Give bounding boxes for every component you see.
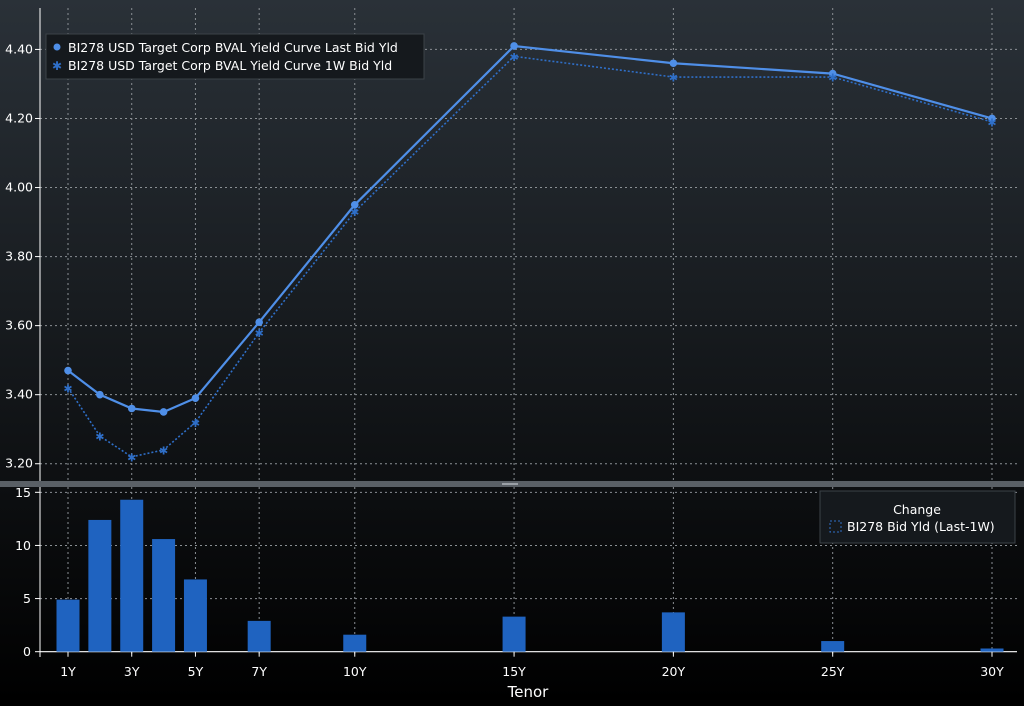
bottom-y-tick-label-0: 0 [23,644,31,659]
top-panel-y-axis: 3.20 3.40 3.60 3.80 4.00 4.20 4.40 [5,8,41,481]
point-last-bid-30Y [988,114,996,123]
bottom-y-tick-label-2: 10 [15,538,31,553]
x-tick-label-30Y: 30Y [980,664,1004,679]
yield-curve-lines: ✱ ✱ ✱ ✱ ✱ ✱ ✱ ✱ ✱ ✱ ✱ [63,42,997,464]
change-bars [56,499,1004,652]
bottom-y-tick-label-3: 15 [15,485,31,500]
point-last-bid-2Y [96,390,104,399]
bar-10Y [343,634,367,652]
bottom-legend: Change BI278 Bid Yld (Last-1W) [819,490,1016,544]
bottom-legend-title: Change [893,502,941,517]
x-tick-label-15Y: 15Y [502,664,526,679]
top-panel-grid [40,8,1017,481]
point-1w-bid-10Y: ✱ [350,206,359,219]
x-tick-label-10Y: 10Y [343,664,367,679]
legend-label-last-bid: BI278 USD Target Corp BVAL Yield Curve L… [68,40,398,55]
point-last-bid-10Y [350,200,359,209]
point-last-bid-5Y [191,394,200,402]
bar-1Y [56,599,80,652]
bar-4Y [152,539,176,652]
x-tick-label-7Y: 7Y [251,664,267,679]
bar-30Y [980,648,1004,652]
bottom-legend-label: BI278 Bid Yld (Last-1W) [847,519,995,534]
x-tick-label-25Y: 25Y [821,664,845,679]
bar-7Y [247,620,271,652]
bottom-legend-swatch [829,520,842,533]
point-last-bid-15Y [510,42,518,50]
point-1w-bid-20Y: ✱ [669,72,678,85]
point-last-bid-4Y [159,408,168,416]
point-1w-bid-7Y: ✱ [255,327,264,340]
series-line-1w-bid [67,55,993,458]
legend-marker-1w-bid: ✱ [52,59,62,73]
bottom-panel-y-axis: 0 5 10 15 [15,485,41,659]
top-y-tick-label-3: 3.80 [5,249,33,264]
x-tick-label-20Y: 20Y [662,664,686,679]
top-y-tick-label-0: 3.20 [5,456,33,471]
point-last-bid-1Y [64,366,72,375]
top-y-tick-label-6: 4.40 [5,41,33,56]
point-last-bid-7Y [255,318,263,326]
point-1w-bid-4Y: ✱ [159,444,168,457]
bar-3Y [120,499,144,652]
point-1w-bid-15Y: ✱ [509,51,518,64]
legend-marker-last-bid [53,43,61,51]
top-legend: BI278 USD Target Corp BVAL Yield Curve L… [45,33,425,80]
point-last-bid-20Y [669,59,678,68]
point-last-bid-3Y [127,404,136,413]
bar-15Y [502,616,526,652]
point-1w-bid-25Y: ✱ [828,72,837,85]
tenor-x-axis: 1Y 3Y 5Y 7Y 10Y 15Y 20Y 25Y 30Y [60,651,1004,679]
bar-25Y [821,641,845,652]
top-y-tick-label-2: 3.60 [5,318,33,333]
top-y-tick-label-1: 3.40 [5,387,33,402]
bar-2Y [88,519,112,652]
point-1w-bid-2Y: ✱ [95,431,104,444]
bar-20Y [661,612,685,652]
x-tick-label-5Y: 5Y [188,664,204,679]
top-legend-box [45,33,425,80]
point-1w-bid-5Y: ✱ [191,417,200,430]
top-y-tick-label-5: 4.20 [5,110,33,125]
x-axis-title: Tenor [507,683,550,701]
point-1w-bid-3Y: ✱ [127,451,136,464]
bottom-legend-box [819,490,1016,544]
x-tick-label-1Y: 1Y [60,664,76,679]
bottom-y-tick-label-1: 5 [23,591,31,606]
x-tick-label-3Y: 3Y [124,664,140,679]
point-last-bid-25Y [828,69,837,78]
legend-label-1w-bid: BI278 USD Target Corp BVAL Yield Curve 1… [68,58,392,73]
bar-5Y [183,579,207,652]
point-1w-bid-30Y: ✱ [987,116,996,129]
panel-divider-handle[interactable] [502,483,518,485]
point-1w-bid-1Y: ✱ [63,382,72,395]
top-y-tick-label-4: 4.00 [5,180,33,195]
